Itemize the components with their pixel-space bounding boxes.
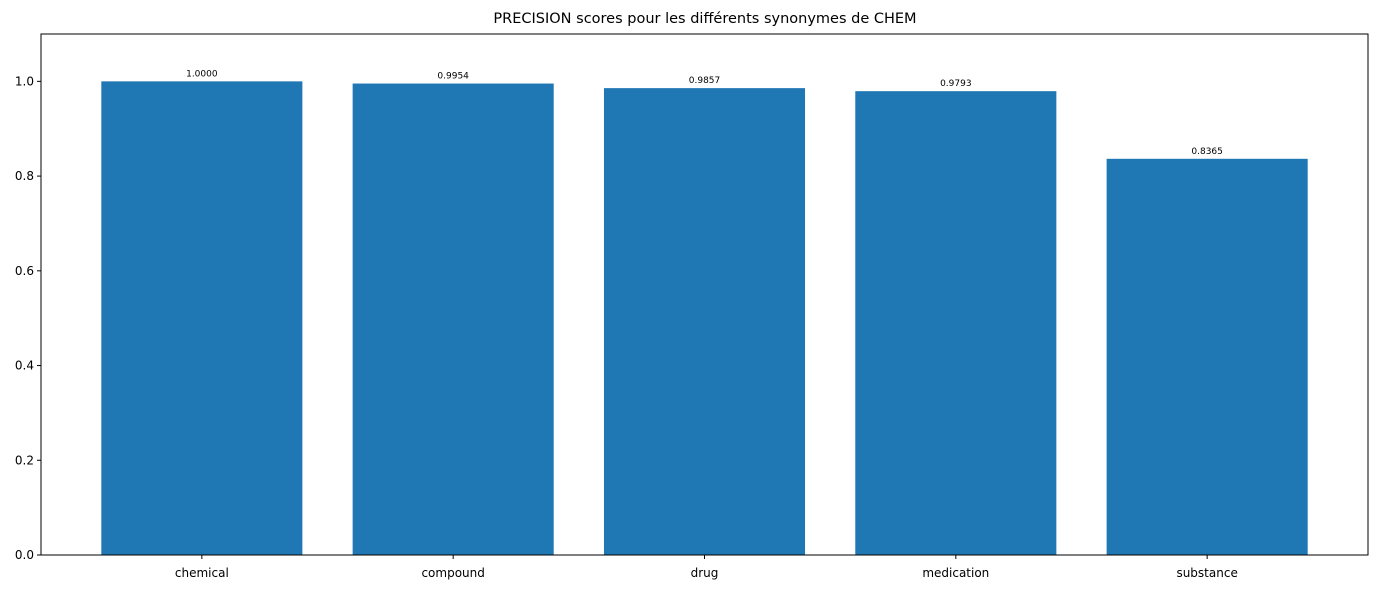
plot-frame — [40, 33, 1369, 556]
y-tick-label: 0.2 — [15, 453, 34, 467]
bar-value-label: 1.0000 — [186, 69, 218, 79]
bar-value-label: 0.8365 — [1191, 147, 1223, 157]
x-tick-label: substance — [1176, 566, 1237, 580]
y-tick-label: 0.4 — [15, 359, 34, 373]
bar-medication — [855, 91, 1057, 555]
x-tick-label: chemical — [175, 566, 229, 580]
y-axis-ticks: 0.0 0.2 0.4 0.6 0.8 1.0 — [15, 74, 41, 562]
x-tick-label: compound — [421, 566, 484, 580]
x-tick-label: medication — [922, 566, 989, 580]
x-tick-label: drug — [691, 566, 719, 580]
chart-title: PRECISION scores pour les différents syn… — [493, 11, 916, 27]
bar-value-label: 0.9793 — [940, 79, 972, 89]
bars-group — [101, 81, 1308, 556]
y-tick-label: 0.6 — [15, 264, 34, 278]
bar-compound — [352, 83, 554, 556]
bar-value-labels: 1.0000 0.9954 0.9857 0.9793 0.8365 — [186, 69, 1223, 156]
bar-chemical — [101, 81, 303, 555]
y-tick-label: 0.0 — [15, 548, 34, 562]
bar-substance — [1106, 158, 1308, 556]
bar-drug — [603, 88, 806, 556]
bar-value-label: 0.9857 — [689, 76, 721, 86]
y-tick-label: 1.0 — [15, 74, 34, 88]
bar-value-label: 0.9954 — [437, 72, 469, 82]
y-tick-label: 0.8 — [15, 169, 34, 183]
x-axis-ticks: chemical compound drug medication substance — [175, 555, 1238, 580]
